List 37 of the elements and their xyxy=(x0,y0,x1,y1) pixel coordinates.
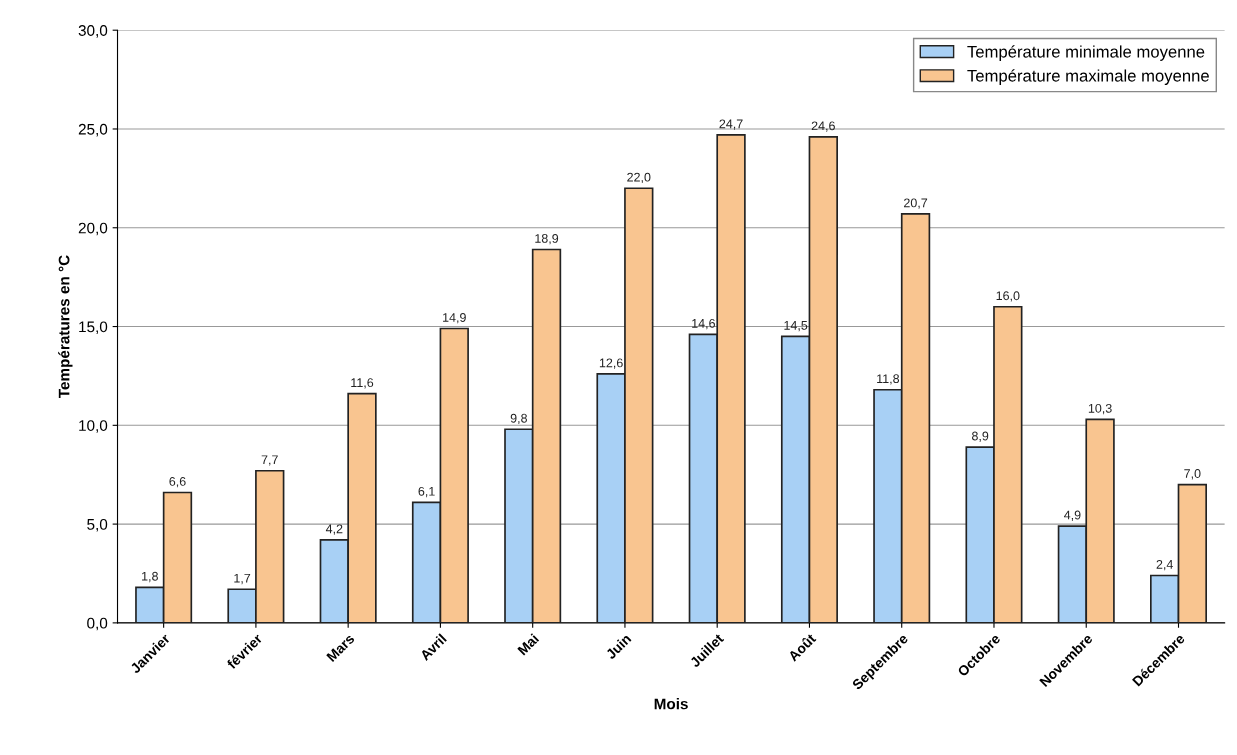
data-label: 9,8 xyxy=(510,413,527,425)
y-tick-label: 0,0 xyxy=(87,617,108,631)
x-tick-label: Mai xyxy=(516,633,540,656)
data-label: 6,6 xyxy=(169,477,186,488)
data-label: 11,8 xyxy=(877,374,900,385)
data-label: 24,6 xyxy=(811,121,835,132)
data-label: 24,7 xyxy=(719,119,743,130)
data-label: 20,7 xyxy=(904,198,928,209)
data-label: 18,9 xyxy=(535,234,559,245)
data-label: 6,1 xyxy=(418,486,435,498)
data-label: 2,4 xyxy=(1156,559,1173,571)
y-axis-title: Températures en °C xyxy=(58,255,73,399)
y-tick-label: 15,0 xyxy=(79,321,108,335)
y-tick-label: 5,0 xyxy=(87,518,108,532)
x-tick-label: Juin xyxy=(604,633,632,660)
data-label: 22,0 xyxy=(627,172,651,184)
data-label: 1,7 xyxy=(234,573,251,585)
data-label: 12,6 xyxy=(599,358,623,369)
data-label: 4,9 xyxy=(1064,510,1081,521)
data-label: 4,2 xyxy=(325,524,343,535)
data-label: 14,6 xyxy=(692,318,715,330)
data-label: 14,9 xyxy=(443,313,466,324)
data-label: 10,3 xyxy=(1088,403,1112,415)
y-tick-label: 10,0 xyxy=(79,420,108,433)
data-label: 8,9 xyxy=(972,431,989,442)
y-tick-label: 25,0 xyxy=(78,123,108,137)
legend-label: Température minimale moyenne xyxy=(967,45,1205,61)
x-axis-title: Mois xyxy=(654,698,688,710)
data-label: 1,8 xyxy=(142,571,158,583)
y-tick-label: 30,0 xyxy=(78,25,108,38)
data-label: 14,5 xyxy=(784,321,808,332)
legend-label: Température maximale moyenne xyxy=(967,69,1209,85)
y-tick-label: 20,0 xyxy=(78,222,108,236)
data-label: 7,0 xyxy=(1184,469,1201,480)
data-label: 16,0 xyxy=(996,291,1020,302)
data-label: 7,7 xyxy=(261,455,278,466)
data-label: 11,6 xyxy=(351,378,374,389)
